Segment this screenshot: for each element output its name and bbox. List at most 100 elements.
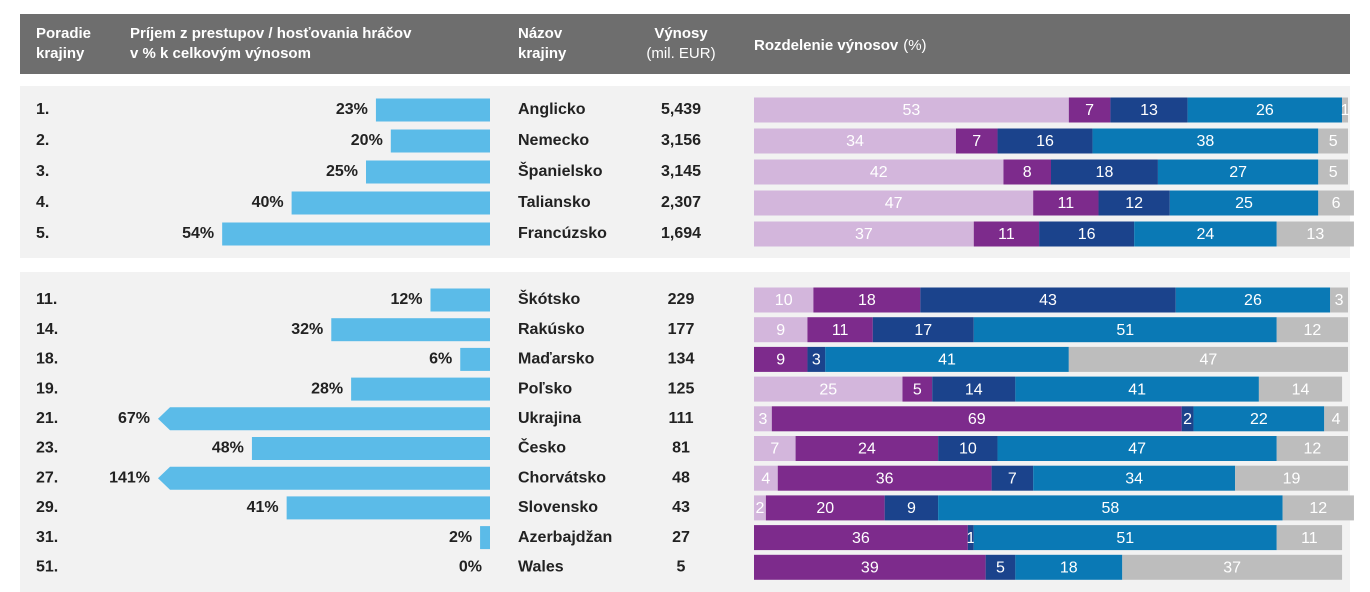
share-segment bbox=[1039, 221, 1135, 247]
transfer-label: 48% bbox=[212, 440, 244, 457]
share-segment bbox=[754, 525, 968, 551]
share-segment bbox=[1033, 465, 1236, 491]
share-label: 7 bbox=[770, 441, 779, 458]
rank: 5. bbox=[36, 225, 49, 242]
share-label: 47 bbox=[885, 195, 903, 212]
share-label: 41 bbox=[938, 352, 956, 369]
header-text: v % k celkovým výnosom bbox=[130, 45, 311, 62]
share-segment bbox=[1342, 97, 1348, 123]
share-label: 38 bbox=[1197, 133, 1215, 150]
share-segment bbox=[754, 376, 903, 402]
share-segment bbox=[754, 436, 796, 461]
share-label: 13 bbox=[1140, 102, 1158, 119]
share-segment bbox=[807, 317, 873, 343]
rank: 2. bbox=[36, 132, 49, 149]
rank: 51. bbox=[36, 559, 58, 576]
share-segment bbox=[777, 465, 992, 491]
share-segment bbox=[902, 376, 933, 402]
revenue: 81 bbox=[672, 440, 690, 457]
country: Francúzsko bbox=[518, 225, 607, 242]
rank: 1. bbox=[36, 101, 49, 118]
revenue: 3,156 bbox=[661, 132, 701, 149]
share-segment bbox=[938, 436, 998, 461]
transfer-label: 20% bbox=[351, 132, 383, 149]
transfer-bar bbox=[158, 407, 490, 431]
share-label: 3 bbox=[1335, 292, 1344, 309]
revenue: 1,694 bbox=[661, 225, 701, 242]
share-segment bbox=[754, 495, 766, 521]
header-text: krajiny bbox=[36, 45, 85, 62]
share-label: 7 bbox=[972, 133, 981, 150]
share-label: 42 bbox=[870, 164, 888, 181]
share-segment bbox=[1098, 190, 1170, 216]
transfer-bar bbox=[375, 98, 490, 122]
country: Česko bbox=[518, 438, 566, 457]
share-segment bbox=[754, 406, 772, 432]
country: Slovensko bbox=[518, 499, 598, 516]
share-label: 17 bbox=[914, 322, 932, 339]
transfer-label: 23% bbox=[336, 101, 368, 118]
share-segment bbox=[1169, 190, 1319, 216]
share-label: 1 bbox=[1341, 102, 1350, 119]
share-label: 18 bbox=[1060, 560, 1078, 577]
revenue: 3,145 bbox=[661, 163, 701, 180]
revenue: 2,307 bbox=[661, 194, 701, 211]
share-segment bbox=[754, 128, 956, 154]
share-label: 24 bbox=[1197, 226, 1215, 243]
share-segment bbox=[754, 346, 808, 372]
revenue: 48 bbox=[672, 469, 690, 486]
share-label: 18 bbox=[858, 292, 876, 309]
share-segment bbox=[1068, 97, 1111, 123]
transfer-bar bbox=[351, 377, 490, 401]
rank: 3. bbox=[36, 163, 49, 180]
share-segment bbox=[1015, 376, 1259, 402]
share-label: 4 bbox=[1332, 411, 1341, 428]
share-segment bbox=[1330, 287, 1348, 313]
transfer-label: 12% bbox=[390, 291, 422, 308]
transfer-bar bbox=[222, 222, 490, 246]
share-segment bbox=[754, 159, 1004, 185]
share-label: 3 bbox=[758, 411, 767, 428]
share-label: 69 bbox=[968, 411, 986, 428]
share-segment bbox=[1187, 97, 1343, 123]
share-segment bbox=[771, 406, 1182, 432]
header-text: Príjem z prestupov / hosťovania hráčov bbox=[130, 25, 412, 42]
share-label: 11 bbox=[998, 226, 1015, 243]
country: Wales bbox=[518, 559, 564, 576]
share-label: 9 bbox=[776, 352, 785, 369]
share-label: 34 bbox=[846, 133, 864, 150]
transfer-bar bbox=[480, 526, 490, 550]
share-label: 26 bbox=[1244, 292, 1262, 309]
header-text: Rozdelenie výnosov (%) bbox=[754, 37, 927, 54]
share-segment bbox=[1015, 554, 1123, 580]
transfer-label: 32% bbox=[291, 321, 323, 338]
share-segment bbox=[825, 346, 1069, 372]
share-segment bbox=[997, 436, 1277, 461]
share-label: 25 bbox=[819, 381, 837, 398]
share-label: 9 bbox=[776, 322, 785, 339]
share-label: 24 bbox=[858, 441, 876, 458]
share-segment bbox=[1134, 221, 1277, 247]
transfer-bar bbox=[291, 191, 490, 215]
share-segment bbox=[754, 317, 808, 343]
share-segment bbox=[1318, 128, 1348, 154]
revenue: 125 bbox=[668, 380, 695, 397]
share-segment bbox=[1033, 190, 1099, 216]
revenue: 5,439 bbox=[661, 101, 701, 118]
share-segment bbox=[813, 287, 921, 313]
share-label: 2 bbox=[755, 500, 764, 517]
share-segment bbox=[938, 495, 1283, 521]
share-label: 11 bbox=[1058, 195, 1075, 212]
header-text: Poradie bbox=[36, 25, 91, 42]
share-label: 12 bbox=[1303, 441, 1321, 458]
share-label: 36 bbox=[852, 530, 870, 547]
rank: 11. bbox=[36, 291, 57, 308]
share-label: 4 bbox=[761, 470, 770, 487]
header-text: Rozdelenie výnosov bbox=[754, 37, 899, 54]
share-label: 58 bbox=[1102, 500, 1120, 517]
share-segment bbox=[754, 97, 1069, 123]
header-text: krajiny bbox=[518, 45, 567, 62]
transfer-label: 2% bbox=[449, 529, 472, 546]
share-segment bbox=[1324, 406, 1348, 432]
